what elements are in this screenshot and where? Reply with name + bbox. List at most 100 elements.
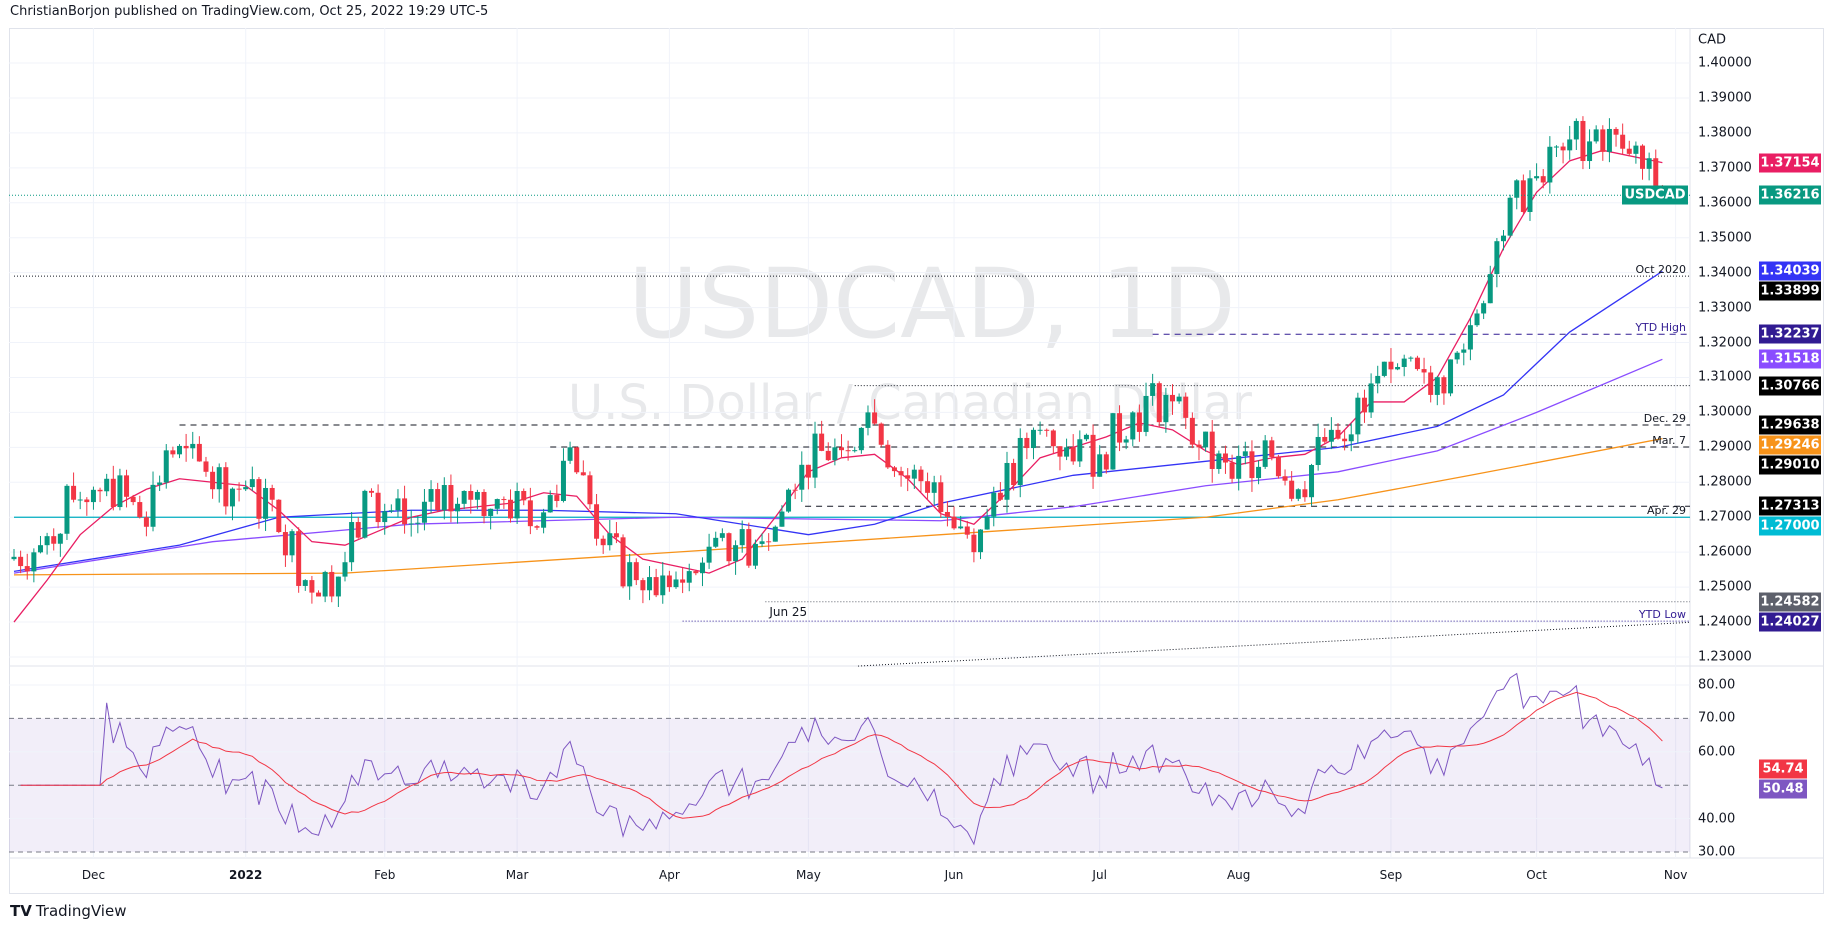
candle — [1295, 489, 1301, 499]
candle — [944, 511, 950, 517]
candle — [382, 511, 388, 523]
candle — [388, 510, 394, 512]
candle — [1348, 434, 1354, 442]
candle — [44, 536, 50, 546]
candle — [964, 526, 970, 535]
rsi-tick-label: 80.00 — [1698, 677, 1736, 693]
candle — [1130, 412, 1136, 440]
price-level-tag: 1.33899 — [1759, 281, 1821, 301]
candle — [786, 489, 792, 512]
price-tick-label: 1.30000 — [1698, 404, 1752, 420]
price-level-tag: 1.30766 — [1759, 376, 1821, 396]
candle — [832, 447, 838, 461]
tradingview-logo[interactable]: TV TradingView — [10, 902, 126, 920]
candle — [1481, 303, 1487, 314]
candle — [925, 481, 931, 493]
candle — [64, 485, 70, 534]
ma-value-tag: 1.37154 — [1759, 153, 1821, 173]
candle — [263, 487, 269, 519]
candle — [726, 533, 732, 562]
ma-line-sma-100 — [13, 358, 1663, 574]
candle — [1302, 489, 1308, 498]
time-tick-label: 2022 — [228, 868, 263, 882]
symbol-tag: USDCAD — [1622, 185, 1688, 205]
candle — [124, 475, 130, 497]
candle — [759, 541, 765, 544]
candle — [110, 478, 116, 508]
candle — [872, 412, 878, 424]
level-note: Jun 25 — [769, 604, 808, 619]
candle — [481, 491, 487, 516]
candle — [223, 467, 229, 507]
level-note: YTD Low — [1638, 608, 1686, 622]
last-price-tag: 1.36216 — [1759, 185, 1821, 205]
candle — [1587, 141, 1593, 162]
price-tick-label: 1.25000 — [1698, 579, 1752, 595]
candle — [256, 479, 262, 519]
candle — [1514, 180, 1520, 198]
candle — [746, 529, 752, 566]
candle — [150, 484, 156, 527]
price-tick-label: 1.27000 — [1698, 509, 1752, 525]
candle — [1501, 235, 1506, 242]
candle — [276, 499, 282, 533]
currency-label: CAD — [1698, 32, 1726, 48]
candle — [335, 576, 341, 597]
candle — [878, 423, 884, 445]
candle — [1176, 396, 1182, 402]
candle — [1606, 128, 1612, 152]
candle — [991, 492, 997, 517]
candle — [673, 579, 679, 588]
candle — [1309, 465, 1315, 498]
candle — [911, 469, 917, 479]
candle — [1315, 436, 1321, 466]
candle — [706, 546, 712, 563]
candle — [640, 580, 646, 591]
candle — [1090, 434, 1096, 477]
candle — [1070, 447, 1076, 462]
candle — [514, 490, 520, 519]
price-level-tag: 1.29638 — [1759, 415, 1821, 435]
candle — [1567, 139, 1573, 151]
candle — [1414, 357, 1420, 370]
candle — [488, 508, 494, 516]
candle — [845, 450, 851, 452]
candle — [243, 487, 249, 490]
candle — [309, 580, 315, 593]
candle — [1534, 176, 1540, 179]
time-tick-label: Oct — [1526, 868, 1547, 882]
candle — [1083, 434, 1089, 440]
price-level-tag: 1.24582 — [1759, 592, 1821, 612]
level-note: Dec. 29 — [1643, 412, 1686, 426]
rsi-value-tag: 50.48 — [1759, 779, 1807, 799]
candle — [18, 556, 24, 567]
candle — [229, 488, 235, 507]
candle — [739, 529, 745, 546]
candle — [177, 445, 182, 455]
candle — [329, 571, 335, 597]
candle — [1646, 158, 1652, 169]
candle — [693, 571, 699, 574]
time-tick-label: Dec — [81, 868, 106, 882]
candle — [428, 489, 434, 502]
candle — [249, 479, 255, 488]
candle — [1183, 396, 1189, 418]
chart-frame[interactable] — [9, 28, 1824, 894]
candle — [1573, 120, 1579, 140]
candle — [1222, 453, 1228, 463]
candle — [1249, 451, 1255, 479]
candle — [554, 495, 560, 501]
candle — [1361, 397, 1367, 413]
level-note: Mar. 7 — [1652, 433, 1686, 447]
candle — [647, 577, 653, 591]
candle — [1580, 120, 1586, 162]
candle — [799, 464, 805, 490]
candle — [560, 460, 566, 501]
candle — [468, 490, 474, 500]
candle — [1434, 377, 1440, 395]
candle — [997, 492, 1003, 500]
candle — [1388, 361, 1394, 370]
candle — [1163, 394, 1169, 423]
candle — [541, 512, 547, 528]
